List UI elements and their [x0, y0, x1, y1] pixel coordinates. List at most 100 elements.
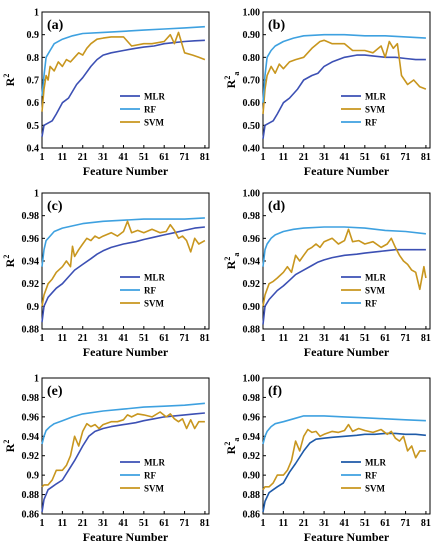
- x-tick-label: 31: [319, 152, 329, 163]
- panel-label: (b): [268, 18, 285, 33]
- y-tick-label: 0.9: [27, 471, 40, 482]
- x-tick-label: 11: [279, 333, 288, 344]
- x-tick-label: 11: [58, 152, 67, 163]
- chart-panel-4: 0.880.900.920.940.960.981.001 11 21 31 41 51 6…: [223, 189, 431, 360]
- x-tick-label: 41: [118, 333, 128, 344]
- series-line-rf: [262, 415, 426, 445]
- y-tick-label: 0.98: [243, 393, 261, 404]
- x-tick-label: 11: [279, 518, 288, 529]
- x-axis-title: Feature Number: [83, 530, 169, 544]
- series-line-svm: [41, 31, 206, 112]
- plot-frame: [262, 377, 431, 515]
- x-tick-label: 21: [78, 518, 88, 529]
- x-tick-label: 31: [319, 518, 329, 529]
- legend-label-mlr: MLR: [144, 458, 165, 468]
- y-tick-label: 0.98: [22, 211, 40, 222]
- series-line-svm: [262, 228, 427, 307]
- legend-label-rf: RF: [144, 286, 156, 296]
- legend-label-svm: SVM: [144, 118, 165, 128]
- x-tick-label: 31: [319, 333, 329, 344]
- y-tick-label: 0.92: [22, 451, 40, 462]
- panel-label: (a): [47, 18, 64, 33]
- x-tick-label: 1: [40, 333, 45, 344]
- plot-frame: [41, 377, 210, 515]
- x-tick-label: 31: [98, 333, 108, 344]
- x-tick-label: 1: [261, 518, 266, 529]
- x-tick-label: 81: [200, 152, 210, 163]
- series-line-mlr: [262, 432, 426, 513]
- x-tick-label: 11: [58, 333, 67, 344]
- x-tick-label: 71: [180, 333, 190, 344]
- y-tick-label: 0.94: [243, 432, 261, 443]
- x-tick-label: 71: [401, 518, 411, 529]
- y-tick-label: 1: [34, 189, 39, 200]
- x-tick-label: 61: [159, 518, 169, 529]
- x-tick-label: 51: [360, 518, 370, 529]
- legend-label-mlr: MLR: [365, 458, 386, 468]
- x-tick-label: 1: [40, 518, 45, 529]
- y-tick-label: 1: [34, 8, 39, 19]
- y-tick-label: 0.92: [243, 451, 261, 462]
- x-tick-label: 51: [139, 152, 149, 163]
- y-tick-label: 0.9: [27, 302, 40, 313]
- plot-frame: [41, 11, 210, 149]
- x-tick-label: 11: [58, 518, 67, 529]
- series-line-rf: [262, 226, 426, 267]
- y-tick-label: 0.86: [243, 510, 261, 521]
- y-axis-title: R2: [2, 74, 17, 87]
- x-tick-label: 51: [360, 333, 370, 344]
- legend-label-rf: RF: [365, 118, 377, 128]
- series-line-svm: [41, 411, 205, 488]
- y-tick-label: 0.96: [243, 234, 261, 245]
- y-tick-label: 0.98: [22, 393, 40, 404]
- legend-label-mlr: MLR: [144, 273, 165, 283]
- y-axis-title: R2a: [223, 253, 241, 270]
- y-tick-label: 0.88: [22, 490, 40, 501]
- series-line-mlr: [41, 39, 205, 137]
- y-tick-label: 0.88: [243, 325, 261, 336]
- x-tick-label: 31: [98, 152, 108, 163]
- y-tick-label: 0.96: [22, 234, 40, 245]
- series-line-rf: [262, 33, 426, 103]
- x-tick-label: 41: [118, 152, 128, 163]
- x-tick-label: 21: [299, 333, 309, 344]
- chart-panel-2: 0.400.500.600.700.800.901.001 11 21 31 41 51 6…: [223, 8, 431, 179]
- y-tick-label: 0.90: [243, 471, 261, 482]
- x-tick-label: 61: [380, 518, 390, 529]
- y-axis-title: R2a: [223, 438, 241, 455]
- x-tick-label: 51: [139, 518, 149, 529]
- y-axis-title: R2: [2, 255, 17, 268]
- legend-label-mlr: MLR: [144, 92, 165, 102]
- legend-label-svm: SVM: [365, 286, 386, 296]
- legend-label-mlr: MLR: [365, 92, 386, 102]
- x-tick-label: 81: [200, 333, 210, 344]
- y-tick-label: 0.88: [243, 490, 261, 501]
- x-tick-label: 51: [139, 333, 149, 344]
- x-tick-label: 71: [180, 152, 190, 163]
- x-tick-label: 41: [118, 518, 128, 529]
- x-axis-title: Feature Number: [83, 164, 169, 178]
- y-tick-label: 0.70: [243, 76, 261, 87]
- y-tick-label: 0.92: [243, 279, 261, 290]
- x-tick-label: 81: [421, 518, 431, 529]
- y-tick-label: 0.94: [243, 257, 261, 268]
- y-tick-label: 0.96: [22, 412, 40, 423]
- x-tick-label: 1: [40, 152, 45, 163]
- x-axis-title: Feature Number: [83, 345, 169, 359]
- y-axis-title: R2: [2, 440, 17, 453]
- x-tick-label: 61: [159, 152, 169, 163]
- y-tick-label: 0.96: [243, 412, 261, 423]
- x-tick-label: 21: [78, 333, 88, 344]
- x-tick-label: 81: [421, 333, 431, 344]
- x-tick-label: 51: [360, 152, 370, 163]
- x-tick-label: 1: [261, 333, 266, 344]
- y-tick-label: 0.6: [27, 98, 40, 109]
- y-tick-label: 0.40: [243, 144, 261, 155]
- x-tick-label: 61: [380, 152, 390, 163]
- y-tick-label: 0.92: [22, 279, 40, 290]
- y-tick-label: 0.60: [243, 98, 261, 109]
- y-tick-label: 0.88: [22, 325, 40, 336]
- y-tick-label: 0.5: [27, 121, 40, 132]
